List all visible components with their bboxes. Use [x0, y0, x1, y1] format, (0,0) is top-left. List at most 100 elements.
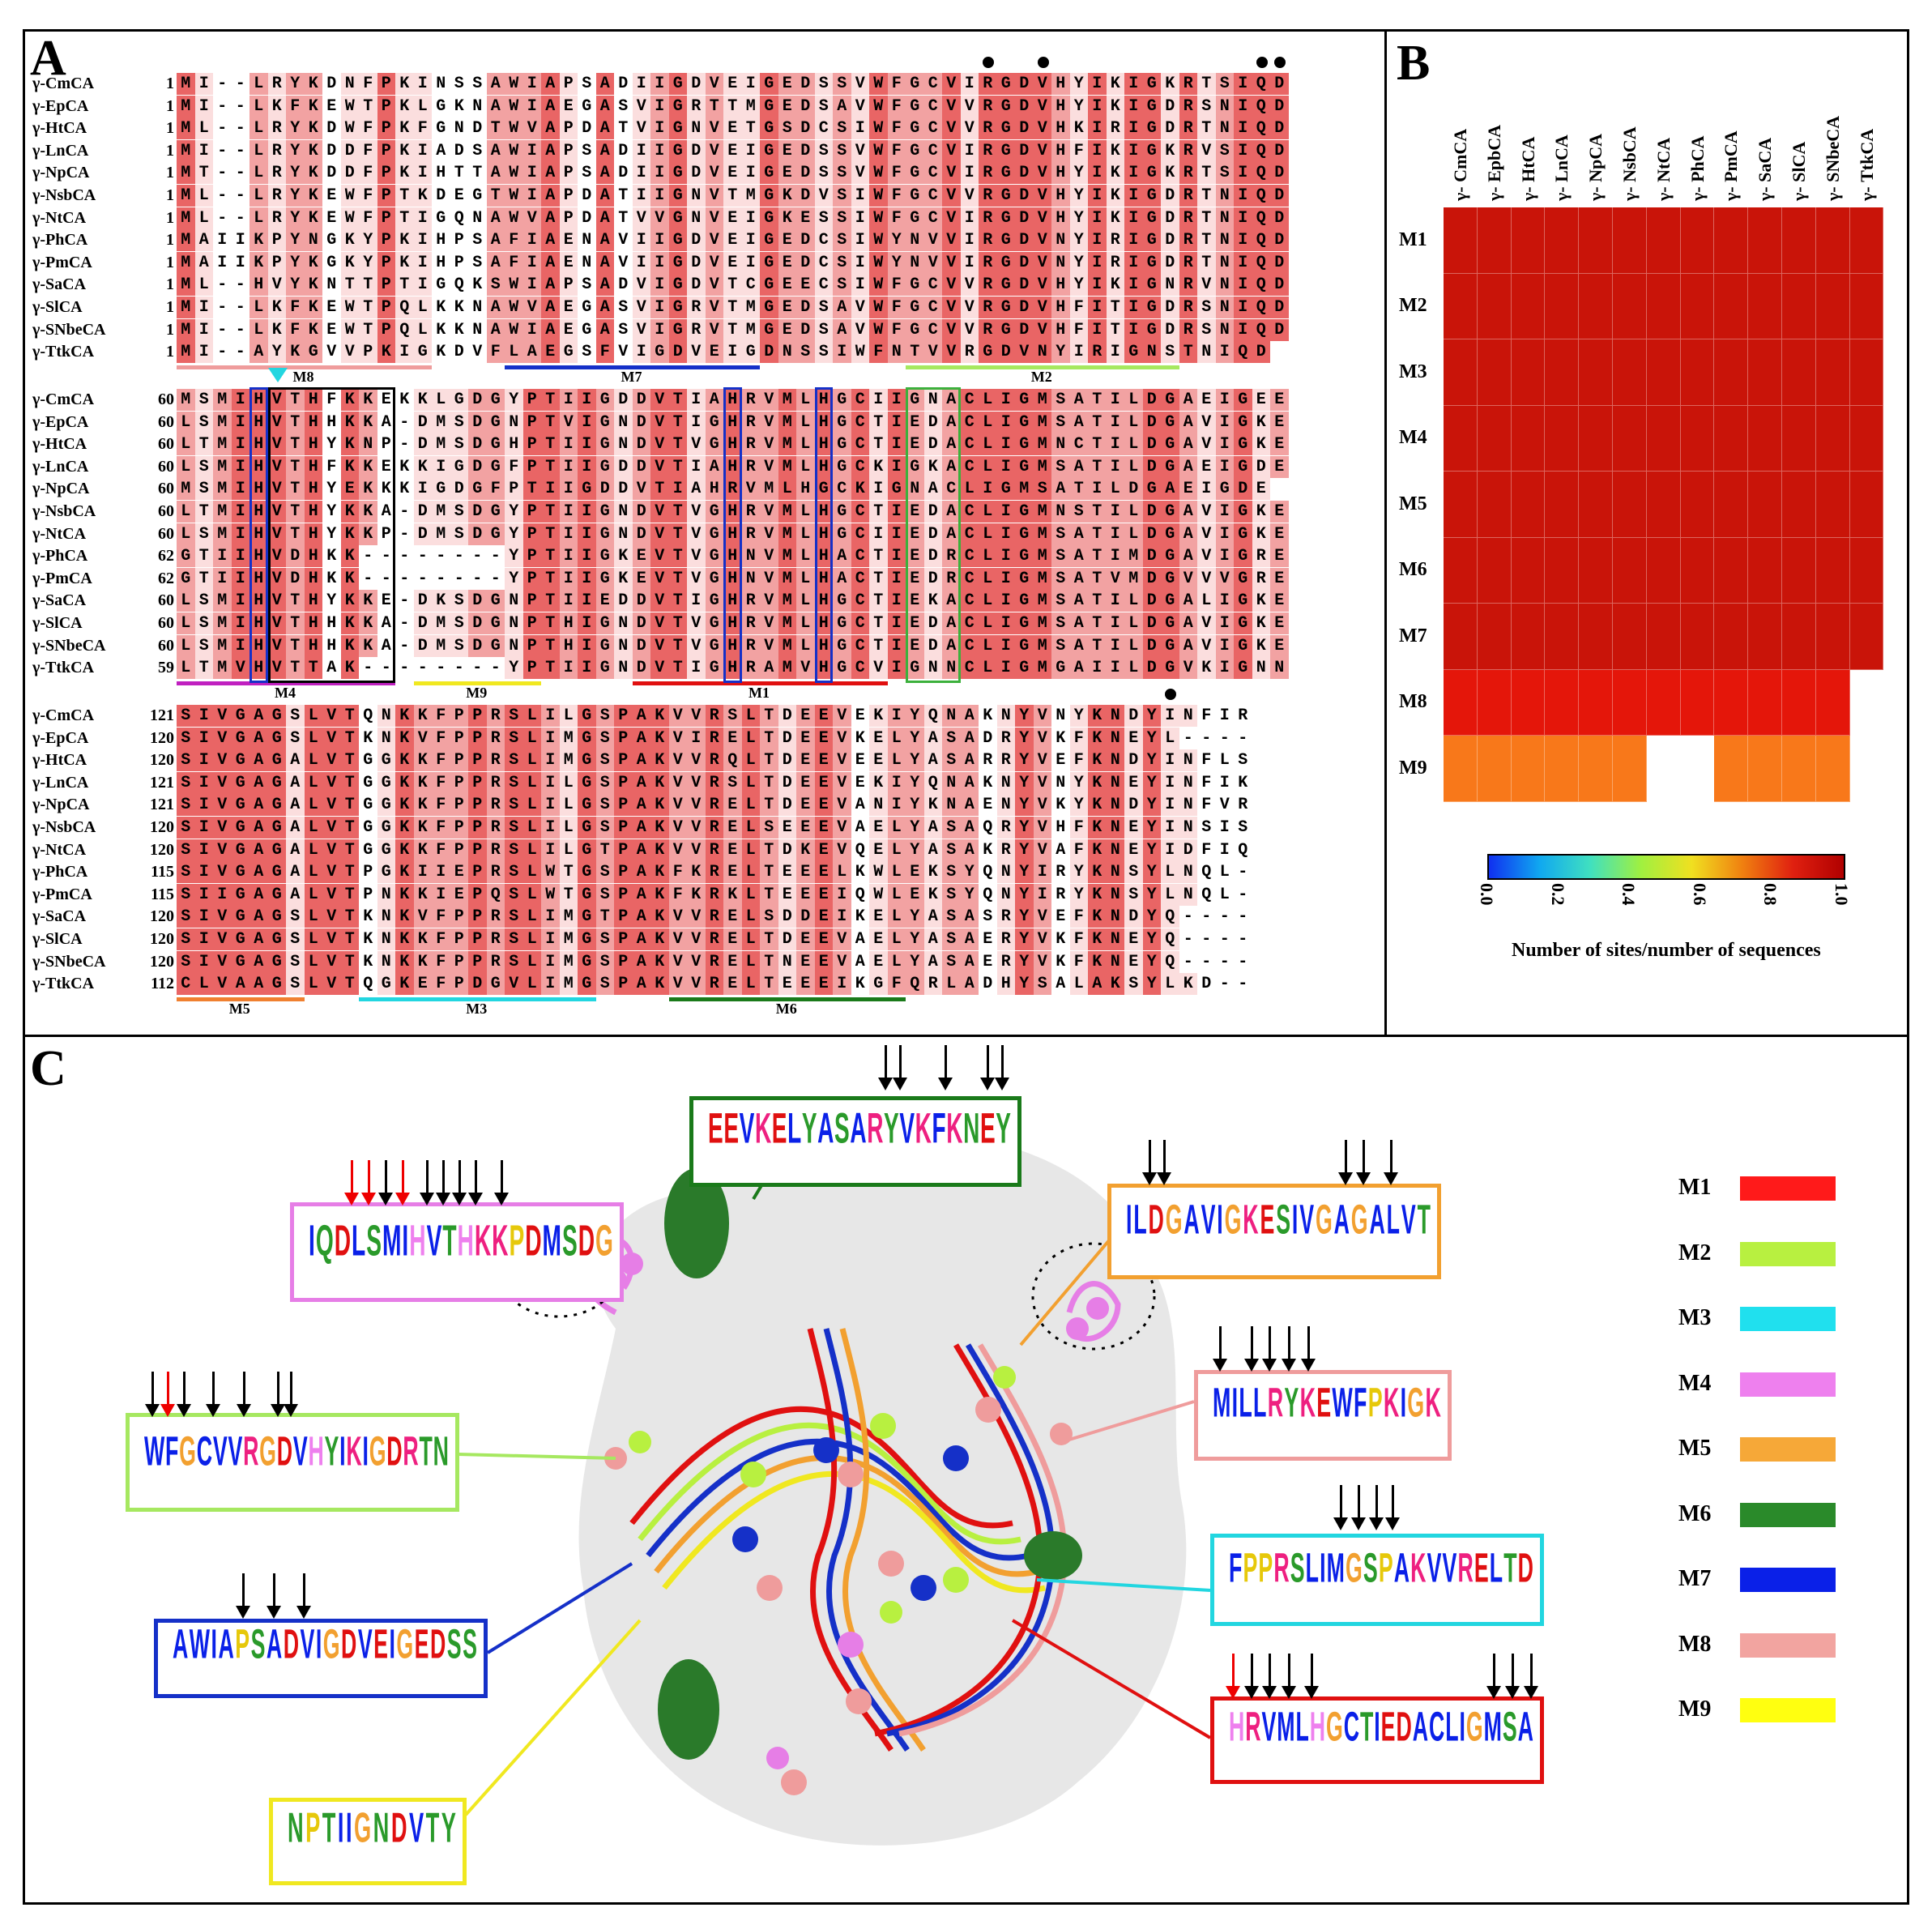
sequence-name: γ-PmCA [32, 569, 92, 587]
site-arrow [237, 1372, 251, 1417]
heatmap-cell [1815, 405, 1850, 472]
motif-label: M8 [292, 368, 314, 385]
legend-label: M5 [1678, 1436, 1712, 1461]
sequence-name: γ-SNbeCA [32, 636, 106, 655]
sequence-start: 60 [158, 614, 174, 632]
heatmap-cell [1477, 339, 1512, 406]
heatmap-cell [1782, 669, 1816, 736]
heatmap-cell [1815, 736, 1850, 802]
sequence-start: 60 [158, 524, 174, 543]
heatmap-cell [1613, 604, 1647, 670]
heatmap-cell [1579, 472, 1613, 538]
heatmap-cell [1714, 339, 1749, 406]
sequence-start: 1 [166, 75, 174, 92]
colorbar [1487, 854, 1845, 880]
sequence-start: 1 [166, 320, 174, 339]
heatmap-cell [1714, 273, 1749, 339]
heatmap-cell [1545, 405, 1580, 472]
heatmap-cell [1748, 207, 1782, 274]
heatmap-cell [1545, 736, 1580, 802]
heatmap-cell [1511, 273, 1546, 339]
site-arrow [1524, 1654, 1538, 1699]
site-arrow [420, 1160, 434, 1206]
heatmap-cell [1849, 537, 1884, 604]
heatmap-cell [1579, 537, 1613, 604]
sequence-start: 112 [151, 975, 174, 993]
sequence-name: γ-SNbeCA [32, 952, 106, 971]
site-arrow [1333, 1485, 1348, 1530]
heatmap-cell [1748, 273, 1782, 339]
sequence-start: 60 [158, 390, 174, 408]
heatmap-cell [1680, 273, 1715, 339]
sequence-name: γ-NsbCA [32, 186, 96, 204]
sequence-start: 115 [151, 863, 174, 881]
site-arrow [995, 1045, 1009, 1090]
sequence-name: γ-TtkCA [32, 343, 95, 361]
sequence-name: γ-SaCA [32, 591, 87, 610]
motif-bar [505, 365, 760, 369]
motif-label: M3 [466, 1000, 488, 1017]
heatmap-cell [1545, 537, 1580, 604]
heatmap-cell [1646, 537, 1681, 604]
motif-bar [177, 997, 305, 1001]
motif-spheres [604, 1253, 1109, 1795]
site-arrow [1351, 1485, 1366, 1530]
heatmap-row-label: M8 [1399, 691, 1427, 713]
heatmap-cell [1545, 273, 1580, 339]
heatmap-cell [1782, 273, 1816, 339]
legend-swatch [1740, 1698, 1836, 1722]
sequence-name: γ-NsbCA [32, 818, 96, 836]
sequence-start: 1 [166, 96, 174, 115]
heatmap-cell [1815, 472, 1850, 538]
sequence-start: 1 [166, 253, 174, 271]
heatmap-row-label: M3 [1399, 361, 1427, 382]
heatmap-cell [1680, 604, 1715, 670]
site-arrow [395, 1160, 410, 1206]
site-arrow [980, 1045, 995, 1090]
motif-bar [177, 365, 432, 369]
heatmap-cell [1613, 273, 1647, 339]
heatmap-cell [1477, 736, 1512, 802]
motif-bar [413, 681, 541, 685]
heatmap-cell [1748, 669, 1782, 736]
heatmap-cell [1646, 207, 1681, 274]
site-arrow [1384, 1140, 1398, 1185]
site-arrow [1244, 1654, 1259, 1699]
motif-bar [177, 681, 395, 685]
heatmap-cell [1444, 669, 1478, 736]
sequence-name: γ-EpCA [32, 728, 89, 747]
heatmap-cell [1680, 207, 1715, 274]
motif-label: M2 [1030, 368, 1052, 385]
heatmap-cell [1545, 339, 1580, 406]
sequence-start: 60 [158, 457, 174, 476]
sequence-start: 121 [150, 796, 174, 814]
heatmap-cell [1782, 207, 1816, 274]
heatmap-cell [1714, 207, 1749, 274]
sequence-name: γ-SlCA [32, 614, 83, 632]
heatmap-cell [1613, 472, 1647, 538]
legend-label: M1 [1678, 1175, 1712, 1200]
site-arrow [378, 1160, 393, 1206]
heatmap-cell [1511, 472, 1546, 538]
sequence-start: 62 [158, 569, 174, 587]
sequence-name: γ-LnCA [32, 141, 89, 160]
sequence-start: 60 [158, 480, 174, 498]
site-arrow [1486, 1654, 1501, 1699]
heatmap-cell [1714, 537, 1749, 604]
sequence-start: 1 [166, 141, 174, 160]
heatmap-row-label: M7 [1399, 625, 1427, 647]
panel-b-label: B [1397, 36, 1431, 91]
heatmap-cell [1714, 669, 1749, 736]
sequence-start: 120 [150, 840, 174, 859]
